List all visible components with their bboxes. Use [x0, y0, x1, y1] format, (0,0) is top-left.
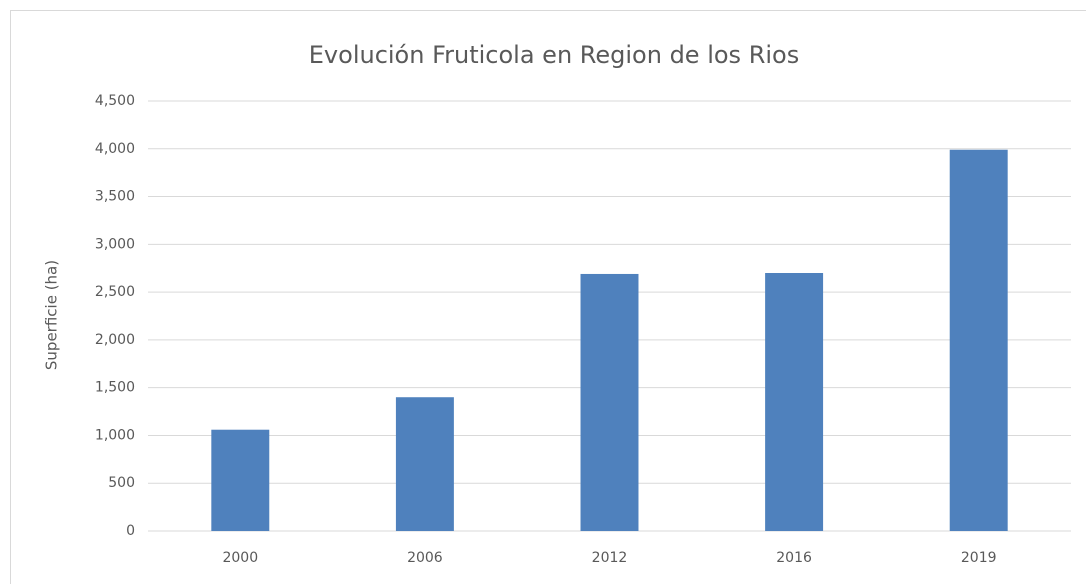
bar	[765, 273, 824, 531]
chart-frame	[10, 10, 1086, 584]
x-tick-label: 2000	[222, 550, 258, 566]
bar	[580, 273, 639, 531]
y-tick-label: 1,500	[95, 380, 135, 396]
y-tick-label: 500	[108, 475, 135, 491]
bar	[395, 397, 454, 531]
y-tick-label: 3,000	[95, 236, 135, 252]
x-tick-label: 2006	[407, 550, 443, 566]
bar	[211, 429, 270, 531]
x-tick-label: 2012	[592, 550, 628, 566]
y-tick-label: 1,000	[95, 427, 135, 443]
y-tick-label: 3,500	[95, 189, 135, 205]
y-tick-label: 2,000	[95, 332, 135, 348]
y-tick-label: 2,500	[95, 284, 135, 300]
bar	[949, 149, 1008, 531]
y-axis-label: Superficie (ha)	[43, 260, 61, 370]
y-tick-label: 4,000	[95, 141, 135, 157]
y-tick-label: 0	[126, 523, 135, 539]
y-tick-label: 4,500	[95, 93, 135, 109]
chart-title: Evolución Fruticola en Region de los Rio…	[309, 41, 799, 69]
x-tick-label: 2019	[961, 550, 997, 566]
x-tick-label: 2016	[776, 550, 812, 566]
